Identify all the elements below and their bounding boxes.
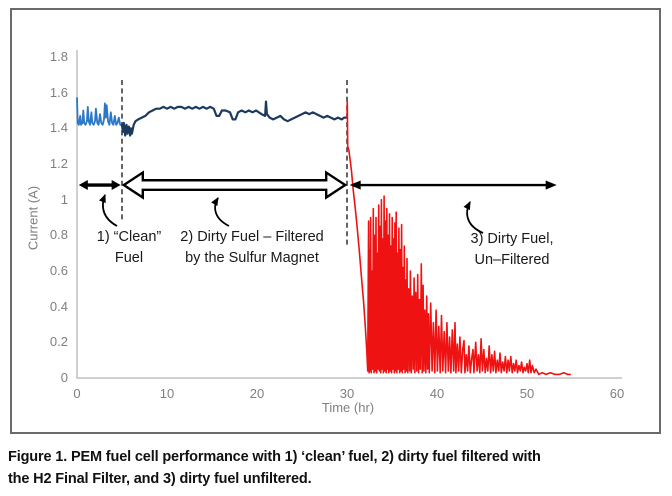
annotation-dirty-fuel-unfiltered-line2: Un–Filtered — [474, 252, 550, 268]
x-tick-label: 10 — [159, 386, 175, 401]
y-tick-label: 0.6 — [49, 263, 68, 278]
x-tick-label: 20 — [249, 386, 265, 401]
x-tick-label: 50 — [519, 386, 535, 401]
y-tick-label: 0.4 — [49, 298, 68, 314]
y-tick-label: 1.2 — [49, 156, 68, 171]
figure-caption-line2: the H2 Final Filter, and 3) dirty fuel u… — [8, 470, 312, 487]
annotation-dirty-fuel-unfiltered-line1: 3) Dirty Fuel, — [470, 231, 554, 247]
annotation-dirty-fuel-filtered-line1: 2) Dirty Fuel – Filtered — [180, 229, 324, 245]
x-tick-label: 0 — [73, 386, 81, 401]
annotation-clean-fuel-line2: Fuel — [114, 250, 144, 266]
y-tick-label: 1 — [60, 191, 68, 207]
figure-caption: Figure 1. PEM fuel cell performance with… — [8, 447, 541, 490]
annotation-clean-fuel: 1) “Clean” Fuel — [97, 227, 161, 269]
y-tick-label: 1.8 — [49, 49, 68, 64]
x-tick-label: 40 — [429, 386, 445, 401]
y-tick-label: 0.2 — [49, 334, 68, 350]
x-tick-label: 30 — [339, 386, 355, 401]
annotation-dirty-fuel-filtered-line2: by the Sulfur Magnet — [185, 250, 319, 266]
y-tick-label: 1.6 — [49, 84, 68, 100]
annotation-clean-fuel-line1: 1) “Clean” — [96, 229, 162, 245]
x-tick-label: 60 — [609, 386, 625, 401]
y-tick-label: 0.8 — [49, 227, 68, 243]
y-tick-label: 1.4 — [49, 120, 68, 136]
y-tick-label: 0 — [60, 370, 68, 385]
annotation-dirty-fuel-filtered: 2) Dirty Fuel – Filtered by the Sulfur M… — [180, 227, 323, 269]
figure-caption-line1: Figure 1. PEM fuel cell performance with… — [8, 449, 541, 465]
annotation-dirty-fuel-unfiltered: 3) Dirty Fuel, Un–Filtered — [471, 229, 554, 271]
figure-panel — [10, 8, 661, 434]
x-axis-title: Time (hr) — [321, 400, 375, 415]
